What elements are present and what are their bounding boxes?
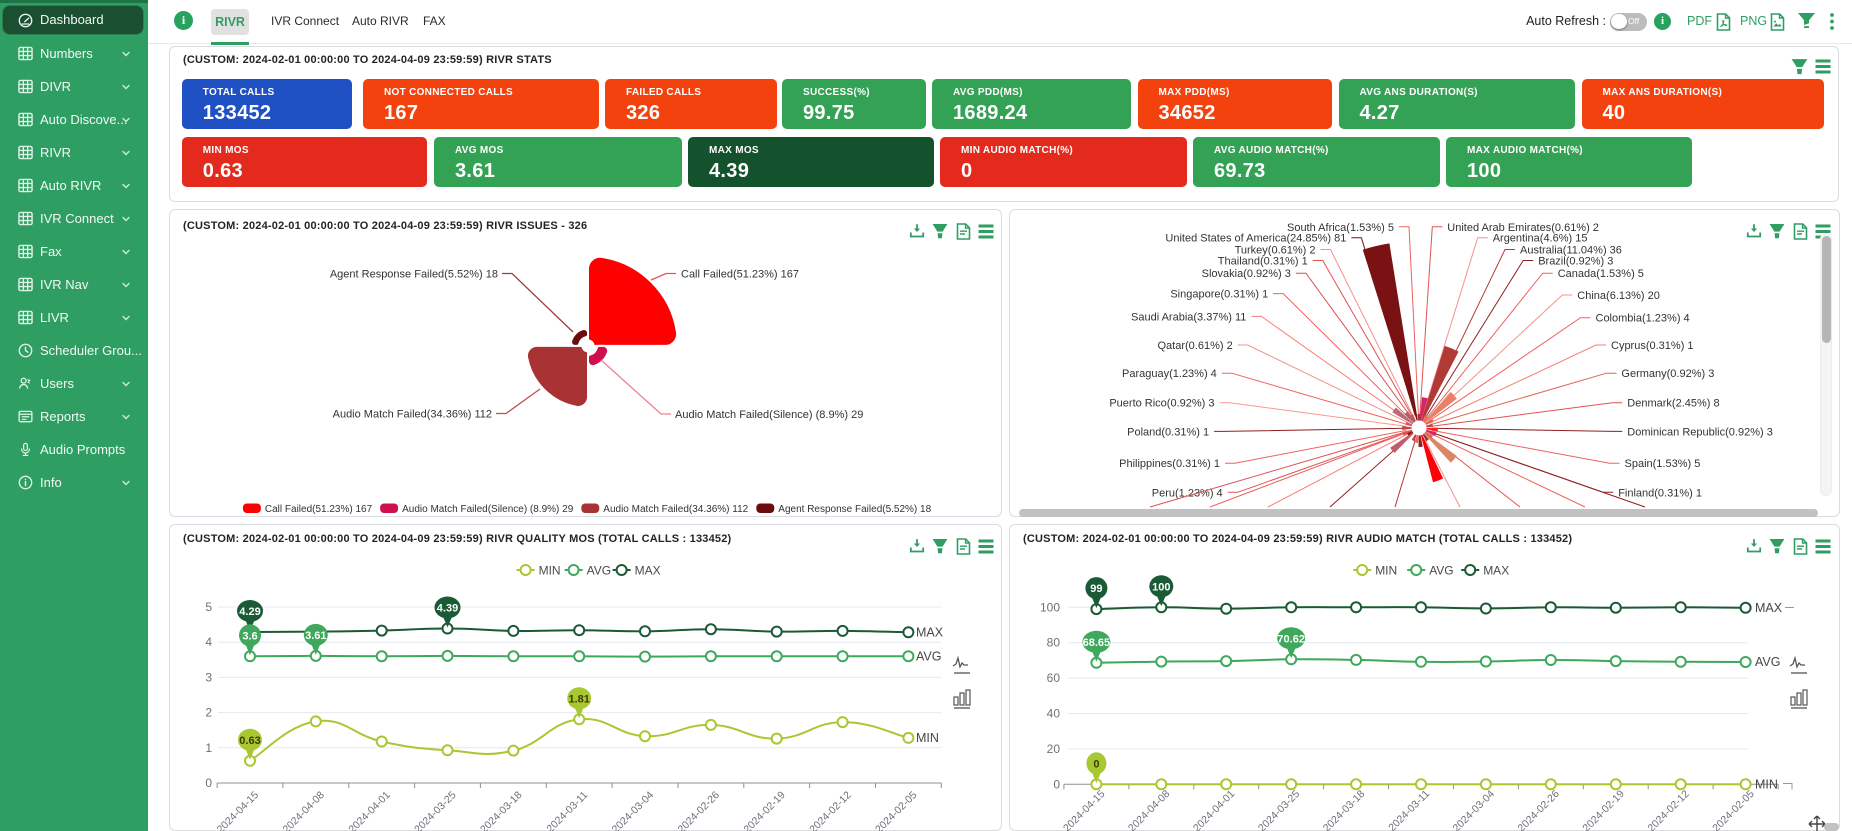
svg-text:Argentina(4.6%) 15: Argentina(4.6%) 15 (1493, 233, 1588, 245)
svg-text:Agent Response Failed(5.52%) 1: Agent Response Failed(5.52%) 18 (330, 269, 498, 281)
svg-text:100: 100 (1152, 581, 1170, 593)
svg-text:MIN: MIN (1375, 564, 1397, 578)
svg-text:2024-02-26: 2024-02-26 (1515, 788, 1562, 831)
svg-text:Call Failed(51.23%) 167: Call Failed(51.23%) 167 (681, 269, 799, 281)
svg-text:2024-02-19: 2024-02-19 (1580, 788, 1627, 831)
svg-text:MIN: MIN (916, 731, 939, 745)
svg-text:2024-03-25: 2024-03-25 (1256, 788, 1303, 831)
svg-text:2024-03-18: 2024-03-18 (1321, 788, 1368, 831)
svg-text:0: 0 (1093, 758, 1099, 770)
svg-text:3.61: 3.61 (305, 630, 326, 642)
svg-text:Qatar(0.61%) 2: Qatar(0.61%) 2 (1157, 340, 1232, 352)
svg-text:AVG: AVG (1429, 564, 1453, 578)
svg-text:2024-03-11: 2024-03-11 (1386, 788, 1432, 831)
svg-text:Finland(0.31%) 1: Finland(0.31%) 1 (1618, 487, 1702, 499)
svg-text:MIN: MIN (1755, 777, 1778, 791)
svg-text:2024-03-04: 2024-03-04 (610, 789, 657, 831)
svg-text:2024-02-19: 2024-02-19 (741, 789, 788, 831)
svg-text:Singapore(0.31%) 1: Singapore(0.31%) 1 (1170, 289, 1268, 301)
svg-text:2024-03-25: 2024-03-25 (412, 789, 459, 831)
svg-text:MIN: MIN (539, 564, 561, 578)
svg-text:Australia(11.04%) 36: Australia(11.04%) 36 (1520, 245, 1622, 257)
svg-text:2024-02-12: 2024-02-12 (1645, 788, 1692, 831)
svg-text:United Arab Emirates(0.61%) 2: United Arab Emirates(0.61%) 2 (1447, 222, 1599, 234)
svg-text:Turkey(0.61%) 2: Turkey(0.61%) 2 (1235, 245, 1316, 257)
svg-text:Philippines(0.31%) 1: Philippines(0.31%) 1 (1119, 458, 1220, 470)
svg-text:2024-04-15: 2024-04-15 (1061, 788, 1108, 831)
svg-text:AVG: AVG (916, 649, 941, 663)
svg-text:China(6.13%) 20: China(6.13%) 20 (1577, 290, 1660, 302)
svg-text:2024-03-04: 2024-03-04 (1451, 788, 1498, 831)
svg-text:Audio Match Failed(Silence) (8: Audio Match Failed(Silence) (8.9%) 29 (675, 409, 863, 421)
svg-text:MAX: MAX (916, 625, 944, 639)
svg-text:5: 5 (205, 600, 212, 614)
svg-text:Call Failed(51.23%) 167: Call Failed(51.23%) 167 (265, 504, 373, 515)
svg-text:2: 2 (205, 706, 212, 720)
svg-text:Canada(1.53%) 5: Canada(1.53%) 5 (1558, 268, 1644, 280)
svg-text:20: 20 (1047, 742, 1061, 756)
svg-text:Peru(1.23%) 4: Peru(1.23%) 4 (1152, 487, 1223, 499)
svg-text:Thailand(0.31%) 1: Thailand(0.31%) 1 (1218, 256, 1308, 268)
svg-text:MAX: MAX (1483, 564, 1509, 578)
svg-text:MAX: MAX (635, 564, 661, 578)
svg-text:Saudi Arabia(3.37%) 11: Saudi Arabia(3.37%) 11 (1131, 311, 1246, 323)
svg-text:2024-03-18: 2024-03-18 (478, 789, 525, 831)
svg-text:2024-02-26: 2024-02-26 (676, 789, 723, 831)
svg-text:0.63: 0.63 (239, 735, 260, 747)
svg-text:3: 3 (205, 670, 212, 684)
svg-text:0: 0 (205, 776, 212, 790)
svg-text:1: 1 (205, 741, 212, 755)
svg-text:2024-02-05: 2024-02-05 (873, 789, 920, 831)
svg-text:South Africa(1.53%) 5: South Africa(1.53%) 5 (1287, 222, 1394, 234)
svg-text:2024-02-12: 2024-02-12 (807, 789, 854, 831)
svg-text:99: 99 (1090, 583, 1102, 595)
svg-text:4.29: 4.29 (239, 606, 260, 618)
svg-text:Dominican Republic(0.92%) 3: Dominican Republic(0.92%) 3 (1627, 426, 1773, 438)
svg-text:2024-04-15: 2024-04-15 (215, 789, 262, 831)
svg-text:70.62: 70.62 (1277, 633, 1305, 645)
svg-text:2024-04-01: 2024-04-01 (1191, 788, 1238, 831)
svg-text:4.39: 4.39 (437, 603, 458, 615)
svg-text:Denmark(2.45%) 8: Denmark(2.45%) 8 (1627, 398, 1719, 410)
svg-text:Audio Match Failed(Silence) (8: Audio Match Failed(Silence) (8.9%) 29 (402, 504, 574, 515)
svg-text:3.6: 3.6 (242, 630, 257, 642)
svg-text:Spain(1.53%) 5: Spain(1.53%) 5 (1625, 458, 1701, 470)
svg-text:Brazil(0.92%) 3: Brazil(0.92%) 3 (1538, 256, 1613, 268)
svg-text:2024-04-08: 2024-04-08 (280, 789, 327, 831)
svg-text:AVG: AVG (1755, 655, 1780, 669)
svg-text:United States of America(24.85: United States of America(24.85%) 81 (1165, 233, 1346, 245)
svg-text:2024-04-01: 2024-04-01 (346, 789, 393, 831)
svg-text:MAX: MAX (1755, 601, 1783, 615)
svg-text:AVG: AVG (587, 564, 611, 578)
svg-text:Agent Response Failed(5.52%) 1: Agent Response Failed(5.52%) 18 (778, 504, 931, 515)
svg-text:2024-03-11: 2024-03-11 (544, 789, 590, 831)
svg-text:Germany(0.92%) 3: Germany(0.92%) 3 (1621, 368, 1714, 380)
svg-text:0: 0 (1053, 777, 1060, 791)
svg-text:Poland(0.31%) 1: Poland(0.31%) 1 (1127, 426, 1209, 438)
svg-text:Colombia(1.23%) 4: Colombia(1.23%) 4 (1596, 313, 1690, 325)
svg-text:60: 60 (1047, 671, 1061, 685)
svg-text:4: 4 (205, 635, 212, 649)
svg-text:1.81: 1.81 (568, 693, 589, 705)
svg-text:2024-02-05: 2024-02-05 (1710, 788, 1757, 831)
svg-text:68.65: 68.65 (1083, 637, 1111, 649)
svg-text:2024-04-08: 2024-04-08 (1126, 788, 1173, 831)
svg-text:Puerto Rico(0.92%) 3: Puerto Rico(0.92%) 3 (1109, 398, 1214, 410)
svg-text:Audio Match Failed(34.36%) 112: Audio Match Failed(34.36%) 112 (333, 409, 492, 421)
svg-text:100: 100 (1040, 600, 1060, 614)
svg-text:Slovakia(0.92%) 3: Slovakia(0.92%) 3 (1202, 268, 1291, 280)
svg-text:40: 40 (1047, 707, 1061, 721)
svg-text:Cyprus(0.31%) 1: Cyprus(0.31%) 1 (1611, 340, 1694, 352)
svg-text:Paraguay(1.23%) 4: Paraguay(1.23%) 4 (1122, 368, 1217, 380)
svg-text:80: 80 (1047, 636, 1061, 650)
svg-text:Audio Match Failed(34.36%) 112: Audio Match Failed(34.36%) 112 (603, 504, 748, 515)
